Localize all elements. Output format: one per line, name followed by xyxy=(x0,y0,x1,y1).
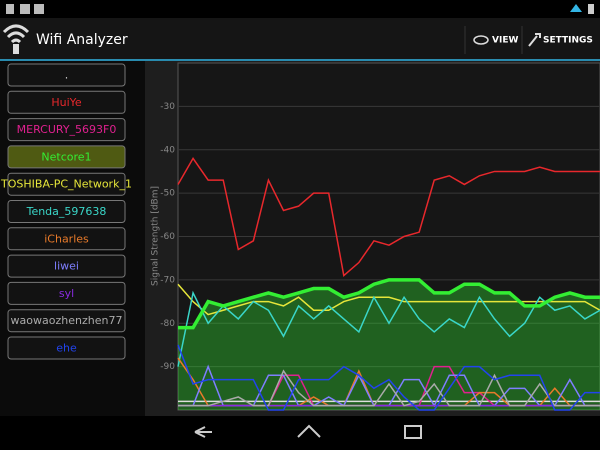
network-name: syl xyxy=(59,287,74,300)
network-button[interactable] xyxy=(7,145,126,169)
signal-line xyxy=(177,283,600,316)
network-name: HuiYe xyxy=(51,96,82,109)
y-tick-label: -60 xyxy=(160,232,175,242)
network-button[interactable] xyxy=(7,336,126,360)
network-name: Tenda_597638 xyxy=(26,205,107,218)
app-icon-base xyxy=(13,44,19,54)
home-button[interactable] xyxy=(297,424,321,438)
wifi-status xyxy=(570,4,582,12)
y-tick-label: -90 xyxy=(160,362,175,372)
network-name: MERCURY_5693F0 xyxy=(17,123,117,136)
y-tick-label: -80 xyxy=(160,319,175,329)
status-icon xyxy=(34,4,44,14)
recents-button[interactable] xyxy=(404,425,422,439)
network-button[interactable] xyxy=(7,118,126,142)
network-button[interactable] xyxy=(7,90,126,114)
network-button[interactable] xyxy=(7,227,126,251)
status-icon xyxy=(6,4,14,14)
app-icon xyxy=(2,24,30,44)
network-name: . xyxy=(65,69,69,82)
wrench-icon[interactable] xyxy=(528,33,541,47)
network-button[interactable] xyxy=(7,281,126,305)
eye-icon[interactable] xyxy=(473,35,489,45)
battery xyxy=(588,4,594,14)
network-name: liwei xyxy=(54,260,79,273)
network-name: TOSHIBA-PC_Network_1 xyxy=(0,178,132,191)
status-icon xyxy=(20,4,30,14)
y-tick-label: -40 xyxy=(160,145,175,155)
app-title: Wifi Analyzer xyxy=(36,32,128,48)
network-button[interactable] xyxy=(7,309,126,333)
network-button[interactable] xyxy=(7,254,126,278)
signal-line xyxy=(177,290,600,367)
network-list: . HuiYe MERCURY_5693F0 Netcore1 TOSHIBA-PC_N… xyxy=(0,63,132,360)
y-tick-label: -30 xyxy=(160,102,175,112)
network-button[interactable] xyxy=(7,200,126,223)
network-name: Netcore1 xyxy=(41,150,91,163)
view-button[interactable]: VIEW xyxy=(492,36,518,46)
network-name: waowaozhenzhen77 xyxy=(11,314,123,327)
network-button[interactable] xyxy=(7,172,126,196)
plot xyxy=(177,105,600,411)
network-name: iCharles xyxy=(44,232,89,245)
network-button[interactable] xyxy=(7,63,126,87)
signal-line xyxy=(177,157,600,277)
signal-line xyxy=(178,369,600,407)
settings-button[interactable]: SETTINGS xyxy=(543,36,593,46)
y-tick-label: -70 xyxy=(160,275,175,285)
nav-bar xyxy=(0,416,600,450)
signal-line xyxy=(178,278,600,330)
action-bar xyxy=(0,18,600,60)
signal-line xyxy=(177,344,600,411)
signal-area xyxy=(178,279,600,410)
status-bar xyxy=(0,0,600,18)
back-button[interactable] xyxy=(194,426,212,438)
network-name: ehe xyxy=(56,342,77,355)
y-axis-label: Signal Strength [dBm] xyxy=(151,186,161,286)
y-tick-label: -50 xyxy=(160,189,175,199)
